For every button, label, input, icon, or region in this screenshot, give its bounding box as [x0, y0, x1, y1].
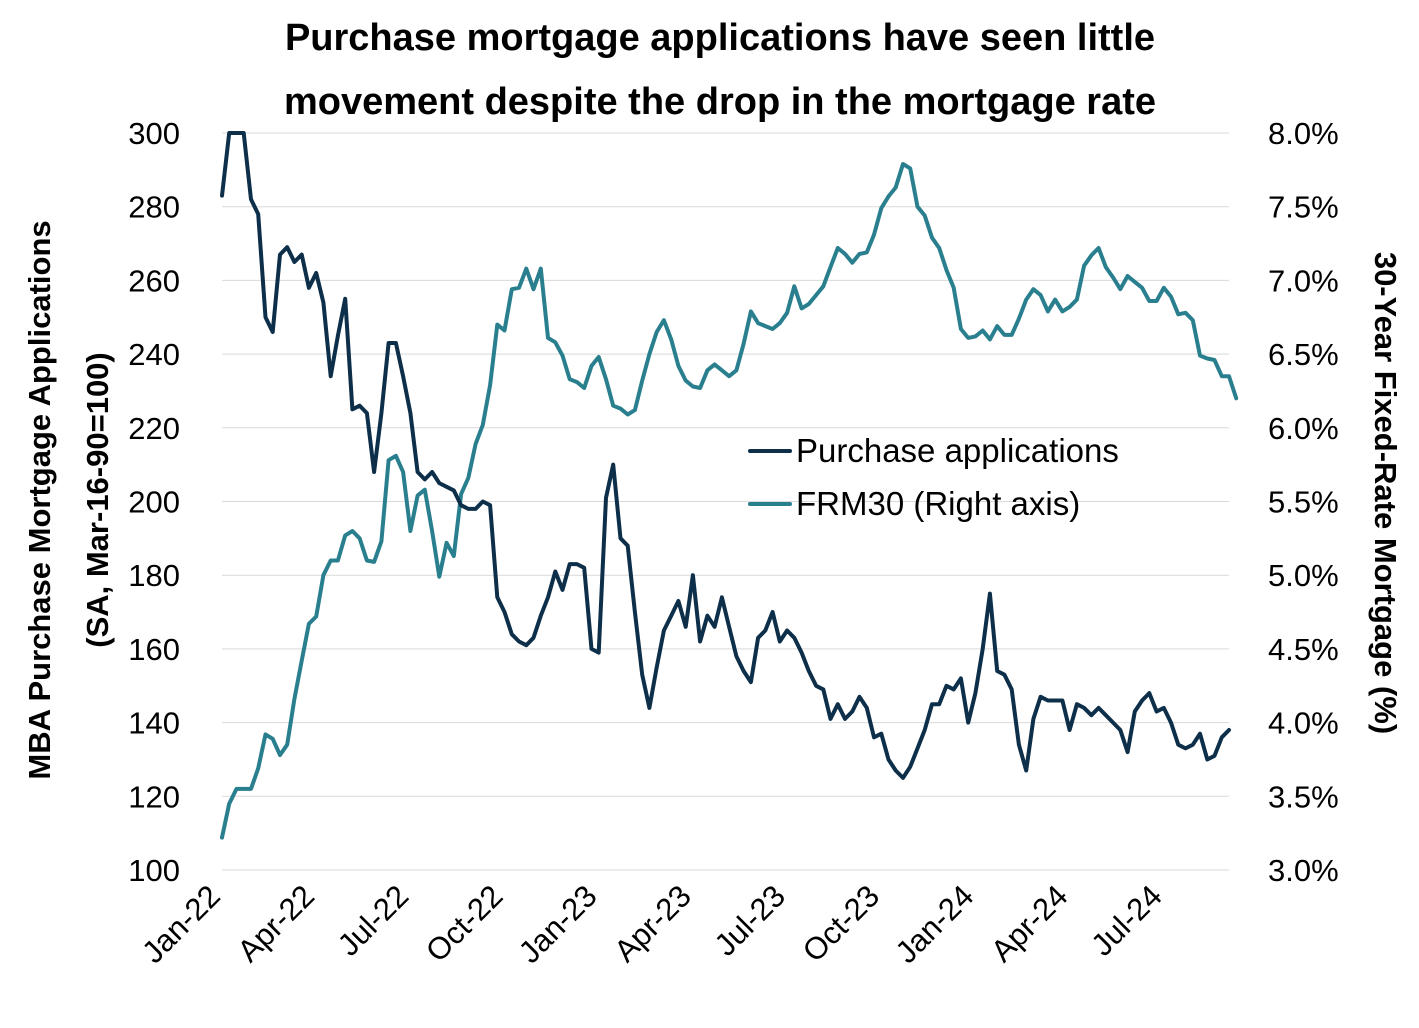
y-tick-label: 120	[128, 779, 180, 814]
y-tick-label: 100	[128, 853, 180, 888]
y-tick-label: 200	[128, 485, 180, 520]
y-tick-label: 220	[128, 411, 180, 446]
y-tick-label: 300	[128, 116, 180, 151]
series-lines	[220, 131, 1239, 840]
x-tick-label: Jan-24	[889, 878, 981, 970]
y-tick-label: 260	[128, 263, 180, 298]
y-tick-label: 140	[128, 706, 180, 741]
x-tick-label: Jul-22	[331, 878, 415, 962]
y-tick-label: 180	[128, 558, 180, 593]
y2-tick-label: 8.0%	[1268, 116, 1339, 151]
y2-tick-label: 4.0%	[1268, 706, 1339, 741]
left-axis-ticks: 100 120 140 160 180 200 220 240 260 280 300	[128, 116, 180, 888]
x-tick-label: Jul-24	[1084, 878, 1168, 962]
x-tick-label: Oct-23	[796, 878, 887, 969]
y2-tick-label: 6.0%	[1268, 411, 1339, 446]
right-axis-title: 30-Year Fixed-Rate Mortgage (%)	[1368, 252, 1403, 734]
x-tick-label: Jan-23	[512, 878, 604, 970]
chart-title-line-1: Purchase mortgage applications have seen…	[285, 17, 1155, 59]
left-axis-title-line-2: (SA, Mar-16-90=100)	[80, 352, 115, 648]
y2-tick-label: 6.5%	[1268, 337, 1339, 372]
chart-title-line-2: movement despite the drop in the mortgag…	[284, 81, 1156, 123]
series-line-purchase-applications	[220, 131, 1231, 780]
x-tick-label: Jan-22	[135, 878, 227, 970]
gridlines	[222, 132, 1229, 871]
legend-label-purchase: Purchase applications	[796, 432, 1119, 469]
x-tick-label: Apr-22	[231, 878, 322, 969]
x-tick-label: Jul-23	[708, 878, 792, 962]
x-axis-ticks: Jan-22 Apr-22 Jul-22 Oct-22 Jan-23 Apr-23 Jul-…	[135, 878, 1169, 970]
y-tick-label: 280	[128, 190, 180, 225]
y2-tick-label: 7.5%	[1268, 190, 1339, 225]
y2-tick-label: 5.5%	[1268, 485, 1339, 520]
legend-label-frm30: FRM30 (Right axis)	[796, 485, 1080, 522]
y2-tick-label: 3.5%	[1268, 779, 1339, 814]
y-tick-label: 240	[128, 337, 180, 372]
x-tick-label: Oct-22	[419, 878, 510, 969]
y-tick-label: 160	[128, 632, 180, 667]
y2-tick-label: 7.0%	[1268, 263, 1339, 298]
y2-tick-label: 4.5%	[1268, 632, 1339, 667]
right-axis-ticks: 3.0% 3.5% 4.0% 4.5% 5.0% 5.5% 6.0% 6.5% 7.0% 7.5%…	[1268, 116, 1339, 888]
x-tick-label: Apr-23	[607, 878, 698, 969]
y2-tick-label: 3.0%	[1268, 853, 1339, 888]
x-tick-label: Apr-24	[984, 878, 1075, 969]
y2-tick-label: 5.0%	[1268, 558, 1339, 593]
left-axis-title-line-1: MBA Purchase Mortgage Applications	[22, 220, 57, 779]
series-line-frm30	[220, 162, 1239, 840]
legend: Purchase applications FRM30 (Right axis)	[748, 432, 1119, 522]
